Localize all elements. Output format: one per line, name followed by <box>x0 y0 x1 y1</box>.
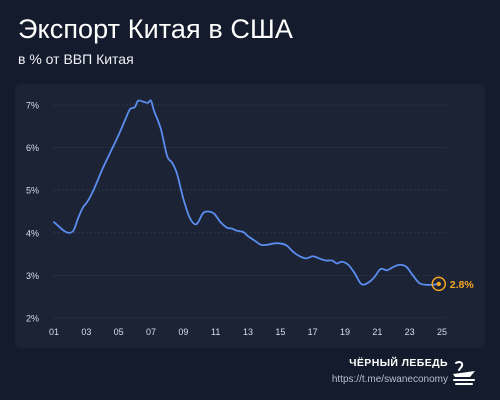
highlight-label: 2.8% <box>450 279 475 291</box>
y-tick-label: 4% <box>26 228 39 238</box>
x-tick-label: 23 <box>405 327 415 337</box>
x-tick-label: 11 <box>211 327 220 337</box>
series-layer <box>53 99 440 286</box>
y-tick-label: 2% <box>26 314 39 324</box>
x-tick-label: 13 <box>243 327 253 337</box>
grid-layer <box>54 104 447 319</box>
x-tick-label: 01 <box>49 327 59 337</box>
x-tick-label: 05 <box>114 327 124 337</box>
y-tick-label: 6% <box>26 143 39 153</box>
line-chart: 2%3%4%5%6%7% 01 03 05 07 09 11 13 15 17 19 21 23 25 … <box>26 99 475 337</box>
x-axis-ticks: 01 03 05 07 09 11 13 15 17 19 21 23 25 <box>49 327 447 337</box>
y-tick-label: 3% <box>26 271 39 281</box>
chart-subtitle: в % от ВВП Китая <box>18 51 134 67</box>
x-tick-label: 09 <box>178 327 188 337</box>
series-line <box>53 99 440 286</box>
x-tick-label: 17 <box>308 327 318 337</box>
highlight-ring <box>431 276 447 292</box>
brand-name: ЧЁРНЫЙ ЛЕБЕДЬ <box>349 357 448 369</box>
x-tick-label: 15 <box>275 327 285 337</box>
x-tick-label: 07 <box>146 327 156 337</box>
y-tick-label: 7% <box>26 101 39 111</box>
x-tick-label: 03 <box>81 327 91 337</box>
chart-title: Экспорт Китая в США <box>18 14 293 44</box>
brand-link[interactable]: https://t.me/swaneconomy <box>331 374 448 385</box>
y-axis-ticks: 2% 3% 4% 5% 6% 7% <box>26 101 39 324</box>
y-tick-label: 5% <box>26 186 39 196</box>
x-tick-label: 21 <box>372 327 382 337</box>
highlight-point <box>436 281 441 287</box>
x-tick-label: 19 <box>340 327 350 337</box>
x-tick-label: 25 <box>437 327 447 337</box>
brand-block: ЧЁРНЫЙ ЛЕБЕДЬ https://t.me/swaneconomy <box>332 357 448 385</box>
highlight-layer: 2.8% <box>431 276 475 292</box>
swan-logo-icon <box>453 361 475 385</box>
chart-panel: 2% 3% 4% 5% 6% 7% 01 03 05 07 09 11 13 15 17 19 21 23 25 … <box>15 84 485 348</box>
